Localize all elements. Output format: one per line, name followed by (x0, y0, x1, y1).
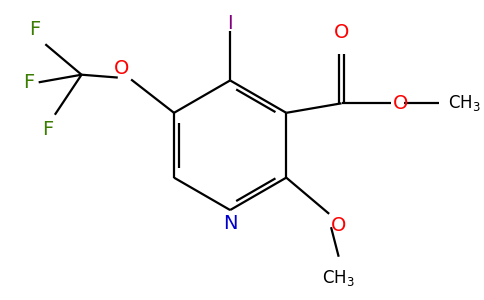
Text: F: F (30, 20, 41, 39)
Text: I: I (227, 14, 233, 33)
Text: O: O (114, 58, 129, 78)
Text: N: N (223, 214, 237, 233)
Text: O: O (393, 94, 408, 113)
Text: CH$_3$: CH$_3$ (448, 93, 481, 113)
Text: O: O (331, 216, 347, 235)
Text: CH$_3$: CH$_3$ (322, 268, 355, 288)
Text: O: O (334, 23, 349, 42)
Text: F: F (23, 73, 34, 92)
Text: F: F (42, 119, 53, 139)
